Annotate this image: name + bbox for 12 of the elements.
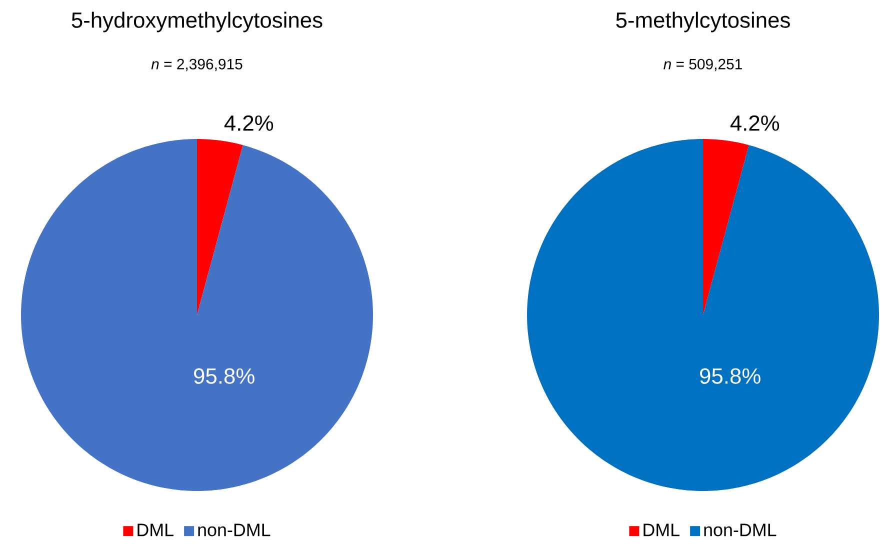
data-label: 4.2% — [224, 115, 274, 131]
chart-title: 5-hydroxymethylcytosines — [72, 12, 322, 32]
legend-label: DML — [644, 524, 680, 536]
data-label: 95.8% — [700, 368, 760, 384]
chart-subtitle: n = 509,251 — [664, 58, 742, 72]
legend-label: non-DML — [704, 524, 776, 536]
legend-label: non-DML — [198, 524, 270, 536]
data-label: 95.8% — [194, 368, 254, 384]
chart-title: 5-methylcytosines — [616, 12, 790, 32]
data-label: 4.2% — [730, 115, 780, 131]
legend-label: DML — [138, 524, 174, 536]
chart-subtitle: n = 2,396,915 — [151, 58, 242, 72]
